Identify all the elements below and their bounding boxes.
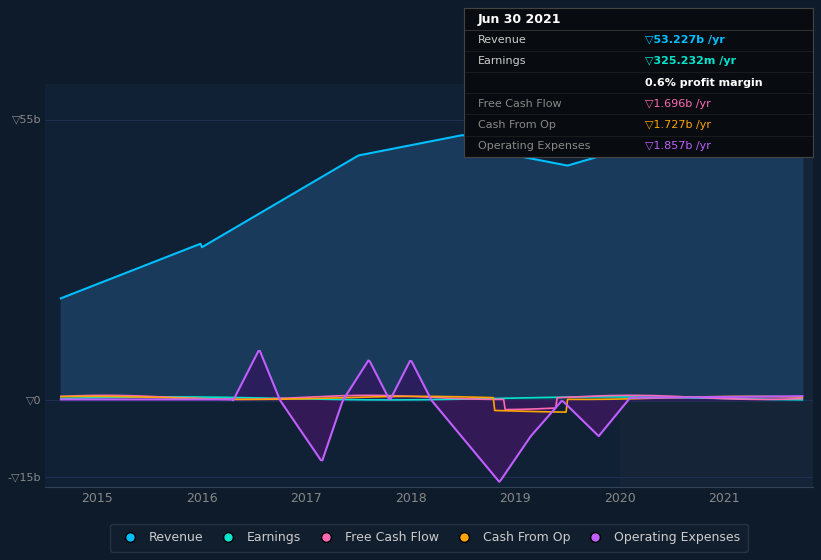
Text: Cash From Op: Cash From Op <box>478 120 556 130</box>
Bar <box>620 84 813 487</box>
Text: Earnings: Earnings <box>478 57 526 67</box>
Text: Free Cash Flow: Free Cash Flow <box>478 99 562 109</box>
Text: Jun 30 2021: Jun 30 2021 <box>478 12 562 26</box>
Text: ▽0: ▽0 <box>25 395 41 405</box>
Text: Revenue: Revenue <box>478 35 526 45</box>
Text: ▽325.232m /yr: ▽325.232m /yr <box>645 57 736 67</box>
Text: ▽1.696b /yr: ▽1.696b /yr <box>645 99 711 109</box>
Text: -▽15b: -▽15b <box>8 472 41 482</box>
Text: Operating Expenses: Operating Expenses <box>478 141 590 151</box>
Legend: Revenue, Earnings, Free Cash Flow, Cash From Op, Operating Expenses: Revenue, Earnings, Free Cash Flow, Cash … <box>110 524 748 552</box>
Text: ▽53.227b /yr: ▽53.227b /yr <box>645 35 725 45</box>
Text: ▽1.857b /yr: ▽1.857b /yr <box>645 141 711 151</box>
Text: ▽55b: ▽55b <box>11 115 41 125</box>
Text: 0.6% profit margin: 0.6% profit margin <box>645 78 763 87</box>
Text: ▽1.727b /yr: ▽1.727b /yr <box>645 120 711 130</box>
